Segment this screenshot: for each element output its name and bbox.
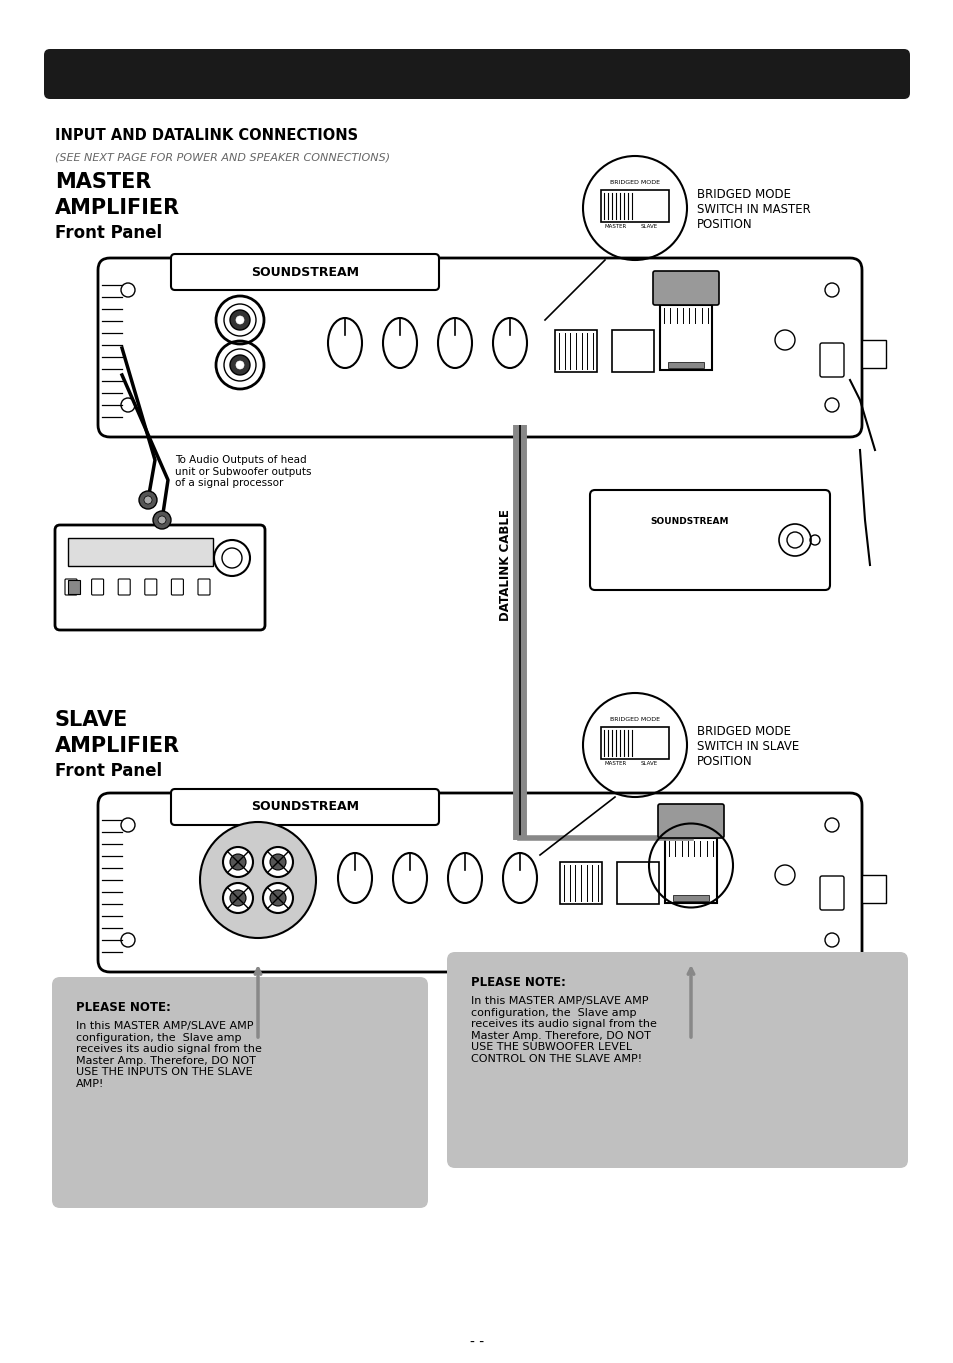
Circle shape: [786, 532, 802, 548]
FancyBboxPatch shape: [667, 363, 703, 368]
Circle shape: [230, 354, 250, 375]
Circle shape: [222, 548, 242, 568]
Text: BRIDGED MODE
SWITCH IN SLAVE
POSITION: BRIDGED MODE SWITCH IN SLAVE POSITION: [697, 725, 799, 767]
FancyBboxPatch shape: [672, 895, 708, 901]
FancyBboxPatch shape: [52, 977, 428, 1208]
Circle shape: [152, 511, 171, 529]
Text: MASTER: MASTER: [604, 761, 626, 766]
Text: BRIDGED MODE
SWITCH IN MASTER
POSITION: BRIDGED MODE SWITCH IN MASTER POSITION: [697, 188, 810, 230]
FancyBboxPatch shape: [820, 343, 843, 378]
Text: BRIDGED MODE: BRIDGED MODE: [609, 180, 659, 185]
FancyBboxPatch shape: [98, 793, 862, 972]
Circle shape: [200, 822, 315, 938]
FancyBboxPatch shape: [171, 254, 438, 290]
Text: INPUT AND DATALINK CONNECTIONS: INPUT AND DATALINK CONNECTIONS: [55, 128, 357, 143]
FancyBboxPatch shape: [659, 305, 711, 369]
FancyBboxPatch shape: [664, 838, 717, 904]
Text: In this MASTER AMP/SLAVE AMP
configuration, the  Slave amp
receives its audio si: In this MASTER AMP/SLAVE AMP configurati…: [471, 996, 657, 1065]
Text: Front Panel: Front Panel: [55, 762, 162, 780]
Text: In this MASTER AMP/SLAVE AMP
configuration, the  Slave amp
receives its audio si: In this MASTER AMP/SLAVE AMP configurati…: [76, 1021, 262, 1089]
FancyBboxPatch shape: [171, 789, 438, 825]
FancyBboxPatch shape: [559, 861, 601, 904]
Text: AMPLIFIER: AMPLIFIER: [55, 198, 180, 218]
FancyBboxPatch shape: [198, 579, 210, 596]
Circle shape: [139, 491, 157, 508]
Text: To Audio Outputs of head
unit or Subwoofer outputs
of a signal processor: To Audio Outputs of head unit or Subwoof…: [174, 455, 312, 488]
Circle shape: [230, 890, 246, 906]
Circle shape: [223, 846, 253, 876]
Circle shape: [230, 855, 246, 870]
FancyBboxPatch shape: [862, 875, 885, 904]
FancyBboxPatch shape: [617, 861, 659, 904]
Text: SLAVE: SLAVE: [640, 224, 658, 229]
Text: Front Panel: Front Panel: [55, 224, 162, 243]
FancyBboxPatch shape: [68, 581, 80, 594]
Circle shape: [230, 309, 250, 330]
Text: AMPLIFIER: AMPLIFIER: [55, 736, 180, 756]
Circle shape: [223, 883, 253, 913]
FancyBboxPatch shape: [118, 579, 130, 596]
Text: SOUNDSTREAM: SOUNDSTREAM: [251, 266, 358, 278]
FancyBboxPatch shape: [44, 49, 909, 99]
Text: BRIDGED MODE: BRIDGED MODE: [609, 717, 659, 722]
Text: MASTER: MASTER: [604, 224, 626, 229]
Circle shape: [270, 890, 286, 906]
FancyBboxPatch shape: [600, 726, 668, 759]
Text: - -: - -: [470, 1334, 483, 1349]
Text: SLAVE: SLAVE: [55, 710, 129, 731]
Circle shape: [158, 517, 166, 523]
Text: (SEE NEXT PAGE FOR POWER AND SPEAKER CONNECTIONS): (SEE NEXT PAGE FOR POWER AND SPEAKER CON…: [55, 153, 390, 162]
Circle shape: [235, 361, 244, 369]
FancyBboxPatch shape: [658, 804, 723, 838]
Text: SLAVE: SLAVE: [640, 761, 658, 766]
FancyBboxPatch shape: [820, 876, 843, 910]
Text: SOUNDSTREAM: SOUNDSTREAM: [650, 517, 728, 526]
Text: MASTER: MASTER: [55, 172, 152, 192]
Text: SOUNDSTREAM: SOUNDSTREAM: [251, 800, 358, 814]
Circle shape: [235, 316, 244, 324]
Text: DATALINK CABLE: DATALINK CABLE: [499, 508, 512, 622]
FancyBboxPatch shape: [98, 258, 862, 438]
FancyBboxPatch shape: [55, 525, 265, 630]
FancyBboxPatch shape: [145, 579, 156, 596]
FancyBboxPatch shape: [612, 330, 654, 372]
FancyBboxPatch shape: [589, 491, 829, 590]
FancyBboxPatch shape: [65, 579, 77, 596]
FancyBboxPatch shape: [862, 339, 885, 368]
FancyBboxPatch shape: [447, 951, 907, 1168]
FancyBboxPatch shape: [652, 271, 719, 305]
FancyBboxPatch shape: [555, 330, 597, 372]
Circle shape: [263, 846, 293, 876]
Text: PLEASE NOTE:: PLEASE NOTE:: [471, 976, 565, 990]
FancyBboxPatch shape: [600, 189, 668, 222]
FancyBboxPatch shape: [68, 538, 213, 566]
Circle shape: [144, 496, 152, 504]
FancyBboxPatch shape: [172, 579, 183, 596]
Circle shape: [270, 855, 286, 870]
Text: PLEASE NOTE:: PLEASE NOTE:: [76, 1000, 171, 1014]
Circle shape: [263, 883, 293, 913]
FancyBboxPatch shape: [91, 579, 104, 596]
